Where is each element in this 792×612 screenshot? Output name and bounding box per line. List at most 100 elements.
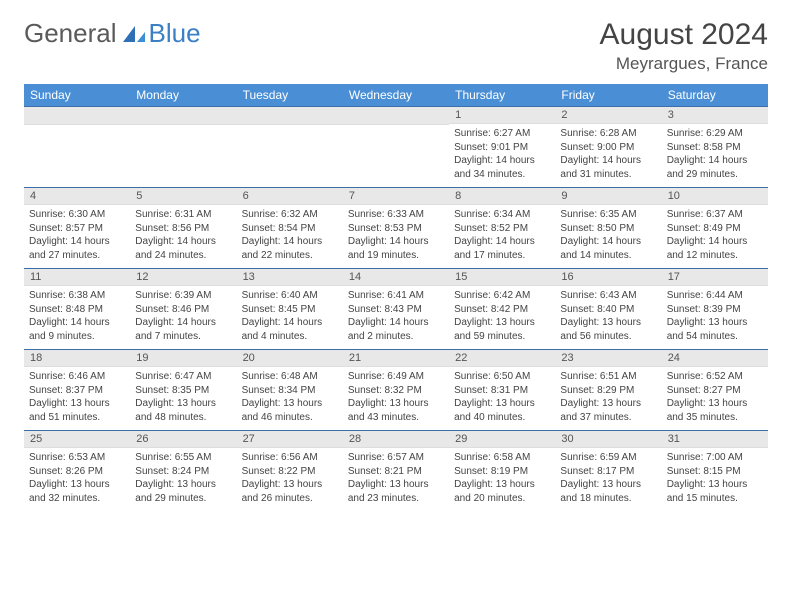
day-number: 28 (343, 431, 449, 448)
calendar-cell: 31Sunrise: 7:00 AMSunset: 8:15 PMDayligh… (662, 431, 768, 512)
day-body: Sunrise: 6:42 AMSunset: 8:42 PMDaylight:… (449, 286, 555, 349)
calendar-cell: 19Sunrise: 6:47 AMSunset: 8:35 PMDayligh… (130, 350, 236, 431)
day-number: 4 (24, 188, 130, 205)
calendar-cell: 30Sunrise: 6:59 AMSunset: 8:17 PMDayligh… (555, 431, 661, 512)
day-number: 18 (24, 350, 130, 367)
day-number: 16 (555, 269, 661, 286)
day-number (237, 107, 343, 125)
day-body (237, 125, 343, 187)
day-number: 31 (662, 431, 768, 448)
day-body: Sunrise: 6:57 AMSunset: 8:21 PMDaylight:… (343, 448, 449, 511)
day-number: 11 (24, 269, 130, 286)
day-body (130, 125, 236, 187)
day-number: 3 (662, 107, 768, 124)
calendar-cell: 7Sunrise: 6:33 AMSunset: 8:53 PMDaylight… (343, 188, 449, 269)
calendar-cell: 16Sunrise: 6:43 AMSunset: 8:40 PMDayligh… (555, 269, 661, 350)
day-body: Sunrise: 6:37 AMSunset: 8:49 PMDaylight:… (662, 205, 768, 268)
calendar-cell: 21Sunrise: 6:49 AMSunset: 8:32 PMDayligh… (343, 350, 449, 431)
day-number: 12 (130, 269, 236, 286)
day-number: 2 (555, 107, 661, 124)
weekday-header: Thursday (449, 84, 555, 107)
day-number: 1 (449, 107, 555, 124)
calendar-cell: 5Sunrise: 6:31 AMSunset: 8:56 PMDaylight… (130, 188, 236, 269)
location: Meyrargues, France (600, 54, 768, 74)
day-body: Sunrise: 6:49 AMSunset: 8:32 PMDaylight:… (343, 367, 449, 430)
calendar-cell: 17Sunrise: 6:44 AMSunset: 8:39 PMDayligh… (662, 269, 768, 350)
month-title: August 2024 (600, 18, 768, 52)
day-body: Sunrise: 6:38 AMSunset: 8:48 PMDaylight:… (24, 286, 130, 349)
calendar-cell: 3Sunrise: 6:29 AMSunset: 8:58 PMDaylight… (662, 107, 768, 188)
day-body (24, 125, 130, 187)
calendar-cell: 15Sunrise: 6:42 AMSunset: 8:42 PMDayligh… (449, 269, 555, 350)
day-body: Sunrise: 6:35 AMSunset: 8:50 PMDaylight:… (555, 205, 661, 268)
calendar-cell: 24Sunrise: 6:52 AMSunset: 8:27 PMDayligh… (662, 350, 768, 431)
day-body: Sunrise: 6:33 AMSunset: 8:53 PMDaylight:… (343, 205, 449, 268)
day-body: Sunrise: 6:27 AMSunset: 9:01 PMDaylight:… (449, 124, 555, 187)
day-number: 5 (130, 188, 236, 205)
weekday-header: Wednesday (343, 84, 449, 107)
calendar-cell: 25Sunrise: 6:53 AMSunset: 8:26 PMDayligh… (24, 431, 130, 512)
day-body: Sunrise: 6:31 AMSunset: 8:56 PMDaylight:… (130, 205, 236, 268)
calendar-cell: 13Sunrise: 6:40 AMSunset: 8:45 PMDayligh… (237, 269, 343, 350)
day-body: Sunrise: 6:53 AMSunset: 8:26 PMDaylight:… (24, 448, 130, 511)
day-number: 25 (24, 431, 130, 448)
day-body: Sunrise: 6:55 AMSunset: 8:24 PMDaylight:… (130, 448, 236, 511)
day-body: Sunrise: 6:56 AMSunset: 8:22 PMDaylight:… (237, 448, 343, 511)
brand-logo: General Blue (24, 18, 201, 49)
brand-part1: General (24, 18, 117, 49)
day-number: 29 (449, 431, 555, 448)
sail-icon (121, 24, 147, 44)
day-number: 15 (449, 269, 555, 286)
day-number: 27 (237, 431, 343, 448)
title-block: August 2024 Meyrargues, France (600, 18, 768, 74)
day-body: Sunrise: 6:29 AMSunset: 8:58 PMDaylight:… (662, 124, 768, 187)
weekday-header: Saturday (662, 84, 768, 107)
brand-part2: Blue (149, 18, 201, 49)
day-number: 23 (555, 350, 661, 367)
day-number: 13 (237, 269, 343, 286)
calendar-table: SundayMondayTuesdayWednesdayThursdayFrid… (24, 84, 768, 511)
weekday-header: Sunday (24, 84, 130, 107)
day-number: 17 (662, 269, 768, 286)
day-body: Sunrise: 6:59 AMSunset: 8:17 PMDaylight:… (555, 448, 661, 511)
calendar-cell: 11Sunrise: 6:38 AMSunset: 8:48 PMDayligh… (24, 269, 130, 350)
day-body: Sunrise: 6:46 AMSunset: 8:37 PMDaylight:… (24, 367, 130, 430)
day-body: Sunrise: 6:40 AMSunset: 8:45 PMDaylight:… (237, 286, 343, 349)
day-body: Sunrise: 6:51 AMSunset: 8:29 PMDaylight:… (555, 367, 661, 430)
header: General Blue August 2024 Meyrargues, Fra… (24, 18, 768, 74)
calendar-row: 4Sunrise: 6:30 AMSunset: 8:57 PMDaylight… (24, 188, 768, 269)
day-body: Sunrise: 6:34 AMSunset: 8:52 PMDaylight:… (449, 205, 555, 268)
calendar-cell: 2Sunrise: 6:28 AMSunset: 9:00 PMDaylight… (555, 107, 661, 188)
day-body: Sunrise: 6:52 AMSunset: 8:27 PMDaylight:… (662, 367, 768, 430)
calendar-cell: 28Sunrise: 6:57 AMSunset: 8:21 PMDayligh… (343, 431, 449, 512)
calendar-cell: 6Sunrise: 6:32 AMSunset: 8:54 PMDaylight… (237, 188, 343, 269)
calendar-cell: 18Sunrise: 6:46 AMSunset: 8:37 PMDayligh… (24, 350, 130, 431)
calendar-cell: 1Sunrise: 6:27 AMSunset: 9:01 PMDaylight… (449, 107, 555, 188)
day-body: Sunrise: 6:58 AMSunset: 8:19 PMDaylight:… (449, 448, 555, 511)
day-number: 10 (662, 188, 768, 205)
day-body: Sunrise: 6:32 AMSunset: 8:54 PMDaylight:… (237, 205, 343, 268)
day-number: 9 (555, 188, 661, 205)
day-number (130, 107, 236, 125)
day-number: 26 (130, 431, 236, 448)
day-body: Sunrise: 6:41 AMSunset: 8:43 PMDaylight:… (343, 286, 449, 349)
calendar-row: 25Sunrise: 6:53 AMSunset: 8:26 PMDayligh… (24, 431, 768, 512)
day-body: Sunrise: 6:30 AMSunset: 8:57 PMDaylight:… (24, 205, 130, 268)
calendar-cell: 23Sunrise: 6:51 AMSunset: 8:29 PMDayligh… (555, 350, 661, 431)
day-body: Sunrise: 7:00 AMSunset: 8:15 PMDaylight:… (662, 448, 768, 511)
day-number (24, 107, 130, 125)
calendar-row: 11Sunrise: 6:38 AMSunset: 8:48 PMDayligh… (24, 269, 768, 350)
weekday-header: Friday (555, 84, 661, 107)
calendar-cell: 29Sunrise: 6:58 AMSunset: 8:19 PMDayligh… (449, 431, 555, 512)
calendar-cell: 10Sunrise: 6:37 AMSunset: 8:49 PMDayligh… (662, 188, 768, 269)
day-number: 24 (662, 350, 768, 367)
calendar-cell: 12Sunrise: 6:39 AMSunset: 8:46 PMDayligh… (130, 269, 236, 350)
calendar-cell: 22Sunrise: 6:50 AMSunset: 8:31 PMDayligh… (449, 350, 555, 431)
day-number: 20 (237, 350, 343, 367)
calendar-cell (24, 107, 130, 188)
calendar-row: 1Sunrise: 6:27 AMSunset: 9:01 PMDaylight… (24, 107, 768, 188)
calendar-cell: 27Sunrise: 6:56 AMSunset: 8:22 PMDayligh… (237, 431, 343, 512)
day-body: Sunrise: 6:44 AMSunset: 8:39 PMDaylight:… (662, 286, 768, 349)
day-body: Sunrise: 6:43 AMSunset: 8:40 PMDaylight:… (555, 286, 661, 349)
day-number: 30 (555, 431, 661, 448)
